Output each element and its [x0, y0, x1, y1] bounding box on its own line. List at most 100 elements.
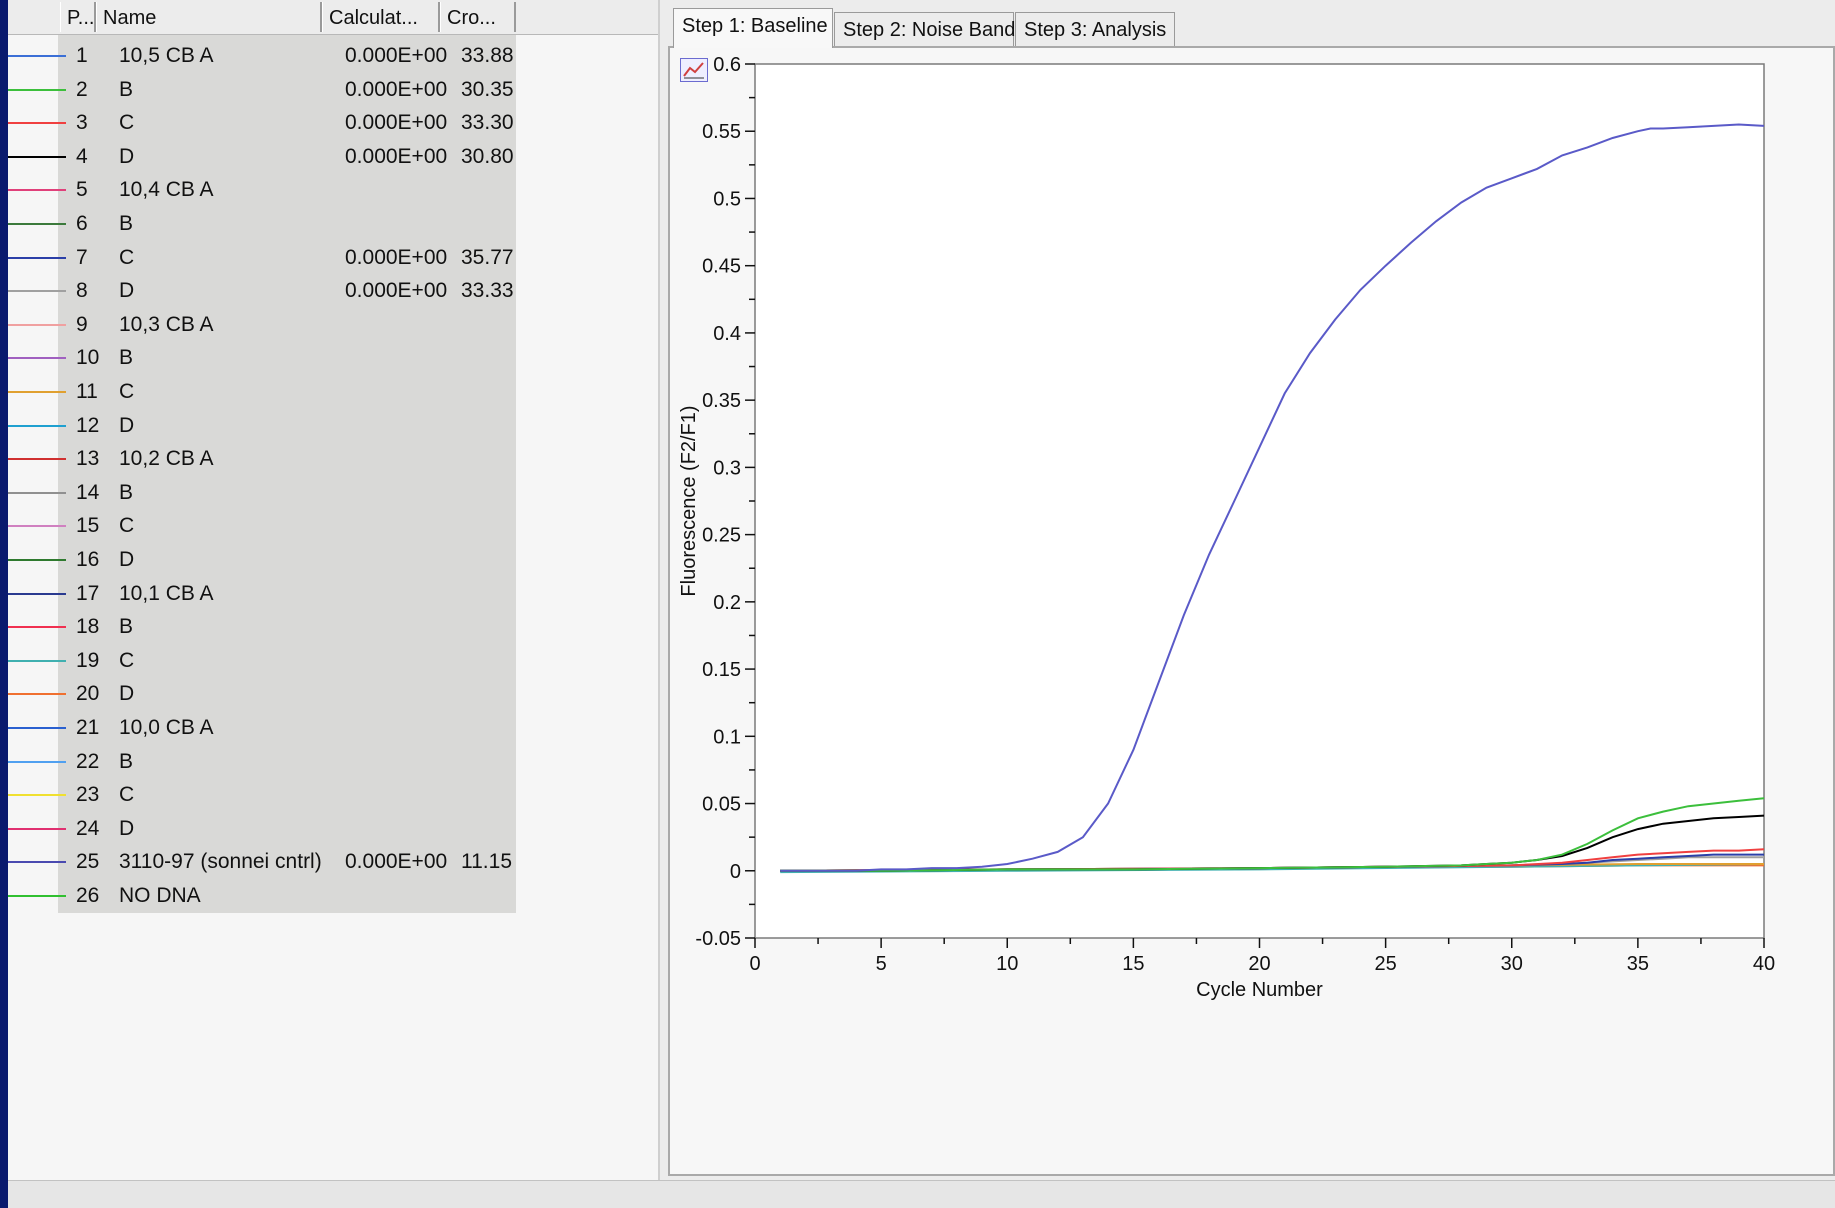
series-color-swatch — [8, 223, 66, 225]
table-row[interactable]: 4 D 0.000E+00 30.80 — [8, 140, 516, 174]
row-name: 3110-97 (sonnei cntrl) — [119, 850, 322, 874]
table-row[interactable]: 21 10,0 CB A — [8, 711, 516, 745]
row-name: D — [119, 548, 135, 571]
application-window: P... Name Calculat... Cro... 1 10,5 CB A 0… — [8, 0, 1835, 1208]
table-row[interactable]: 10 B — [8, 341, 516, 375]
series-color-swatch — [8, 357, 66, 360]
table-row[interactable]: 23 C — [8, 778, 516, 812]
y-tick-label: 0.4 — [713, 323, 741, 345]
column-header-crossing-point[interactable]: Cro... — [440, 2, 516, 32]
row-position: 1 — [76, 44, 88, 67]
series-color-swatch — [8, 122, 66, 125]
series-color-swatch — [8, 323, 66, 326]
table-row[interactable]: 16 D — [8, 543, 516, 577]
row-name: B — [119, 346, 134, 370]
series-color-swatch — [8, 794, 66, 797]
series-color-swatch — [8, 155, 66, 158]
tab-step-3-analysis[interactable]: Step 3: Analysis — [1015, 12, 1175, 46]
table-header: P... Name Calculat... Cro... — [8, 0, 658, 35]
row-name: 10,4 CB A — [119, 178, 214, 202]
x-tick-label: 40 — [1753, 953, 1775, 975]
series-color-swatch — [8, 55, 66, 57]
series-color-swatch — [8, 290, 66, 293]
table-row[interactable]: 9 10,3 CB A — [8, 308, 516, 342]
y-tick-label: 0.35 — [702, 390, 741, 412]
column-header-name[interactable]: Name — [96, 2, 322, 32]
status-bar — [8, 1180, 1835, 1208]
table-row[interactable]: 20 D — [8, 677, 516, 711]
table-row[interactable]: 7 C 0.000E+00 35.77 — [8, 241, 516, 275]
y-tick-label: 0.05 — [702, 794, 741, 816]
table-row[interactable]: 12 D — [8, 409, 516, 443]
y-tick-label: 0.1 — [713, 726, 741, 748]
table-row[interactable]: 13 10,2 CB A — [8, 442, 516, 476]
row-name: D — [119, 144, 135, 168]
row-crossing-point: 30.80 — [461, 144, 514, 168]
series-color-swatch — [8, 727, 66, 729]
y-tick-label: 0.25 — [702, 525, 741, 547]
row-position: 14 — [76, 480, 100, 504]
row-position: 16 — [76, 548, 100, 571]
row-position: 24 — [76, 816, 100, 840]
table-row[interactable]: 19 C — [8, 644, 516, 678]
series-color-swatch — [8, 659, 66, 662]
series-color-swatch — [8, 895, 66, 897]
row-name: 10,1 CB A — [119, 581, 214, 605]
row-position: 13 — [76, 447, 100, 471]
row-calculated-value: 0.000E+00 — [345, 144, 448, 168]
table-row[interactable]: 8 D 0.000E+00 33.33 — [8, 274, 516, 308]
row-calculated-value: 0.000E+00 — [345, 111, 448, 135]
table-row[interactable]: 3 C 0.000E+00 33.30 — [8, 106, 516, 140]
row-name: D — [119, 279, 135, 303]
x-tick-label: 15 — [1122, 953, 1144, 975]
row-name: B — [119, 77, 134, 101]
table-row[interactable]: 26 NO DNA — [8, 879, 516, 913]
row-name: B — [119, 480, 134, 504]
table-row[interactable]: 11 C — [8, 375, 516, 409]
tab-step-1-baseline[interactable]: Step 1: Baseline — [673, 8, 833, 48]
table-row[interactable]: 1 10,5 CB A 0.000E+00 33.88 — [8, 39, 516, 73]
row-name: NO DNA — [119, 884, 201, 907]
table-row[interactable]: 24 D — [8, 812, 516, 846]
series-line — [780, 863, 1765, 874]
x-tick-label: 30 — [1501, 953, 1523, 975]
series-color-swatch — [8, 693, 66, 696]
table-row[interactable]: 14 B — [8, 476, 516, 510]
amplification-chart: -0.05 0 0.05 0.1 0.15 0.2 0.25 0.3 0.35 0.4 0.45 0.… — [678, 54, 1775, 1001]
series-line — [780, 123, 1765, 872]
x-tick-label: 10 — [996, 953, 1018, 975]
chart-options-icon[interactable] — [680, 58, 708, 82]
table-row[interactable]: 2 B 0.000E+00 30.35 — [8, 73, 516, 107]
table-row[interactable]: 15 C — [8, 509, 516, 543]
row-position: 12 — [76, 413, 100, 437]
row-position: 22 — [76, 749, 100, 773]
row-position: 9 — [76, 312, 88, 336]
column-header-calculated[interactable]: Calculat... — [322, 2, 440, 32]
row-position: 6 — [76, 212, 88, 235]
y-tick-label: 0.6 — [713, 54, 741, 76]
row-position: 3 — [76, 111, 88, 135]
row-position: 11 — [76, 380, 98, 403]
series-color-swatch — [8, 861, 66, 864]
series-color-swatch — [8, 525, 66, 528]
row-name: C — [119, 111, 135, 135]
series-color-swatch — [8, 760, 66, 763]
table-row[interactable]: 25 3110-97 (sonnei cntrl) 0.000E+00 11.15 — [8, 845, 516, 879]
table-row[interactable]: 17 10,1 CB A — [8, 577, 516, 611]
table-row[interactable]: 22 B — [8, 745, 516, 779]
table-row[interactable]: 5 10,4 CB A — [8, 173, 516, 207]
row-position: 4 — [76, 144, 88, 168]
column-header-position[interactable]: P... — [60, 2, 96, 32]
row-position: 23 — [76, 783, 100, 807]
row-crossing-point: 33.33 — [461, 279, 514, 303]
tab-step-2-noise-band[interactable]: Step 2: Noise Band — [834, 12, 1015, 46]
row-position: 19 — [76, 648, 100, 672]
table-row[interactable]: 18 B — [8, 610, 516, 644]
series-line — [780, 797, 1765, 872]
row-calculated-value: 0.000E+00 — [345, 279, 448, 303]
row-crossing-point: 33.88 — [461, 44, 514, 67]
y-tick-label: 0.5 — [713, 188, 741, 210]
series-color-swatch — [8, 256, 66, 259]
row-position: 10 — [76, 346, 100, 370]
